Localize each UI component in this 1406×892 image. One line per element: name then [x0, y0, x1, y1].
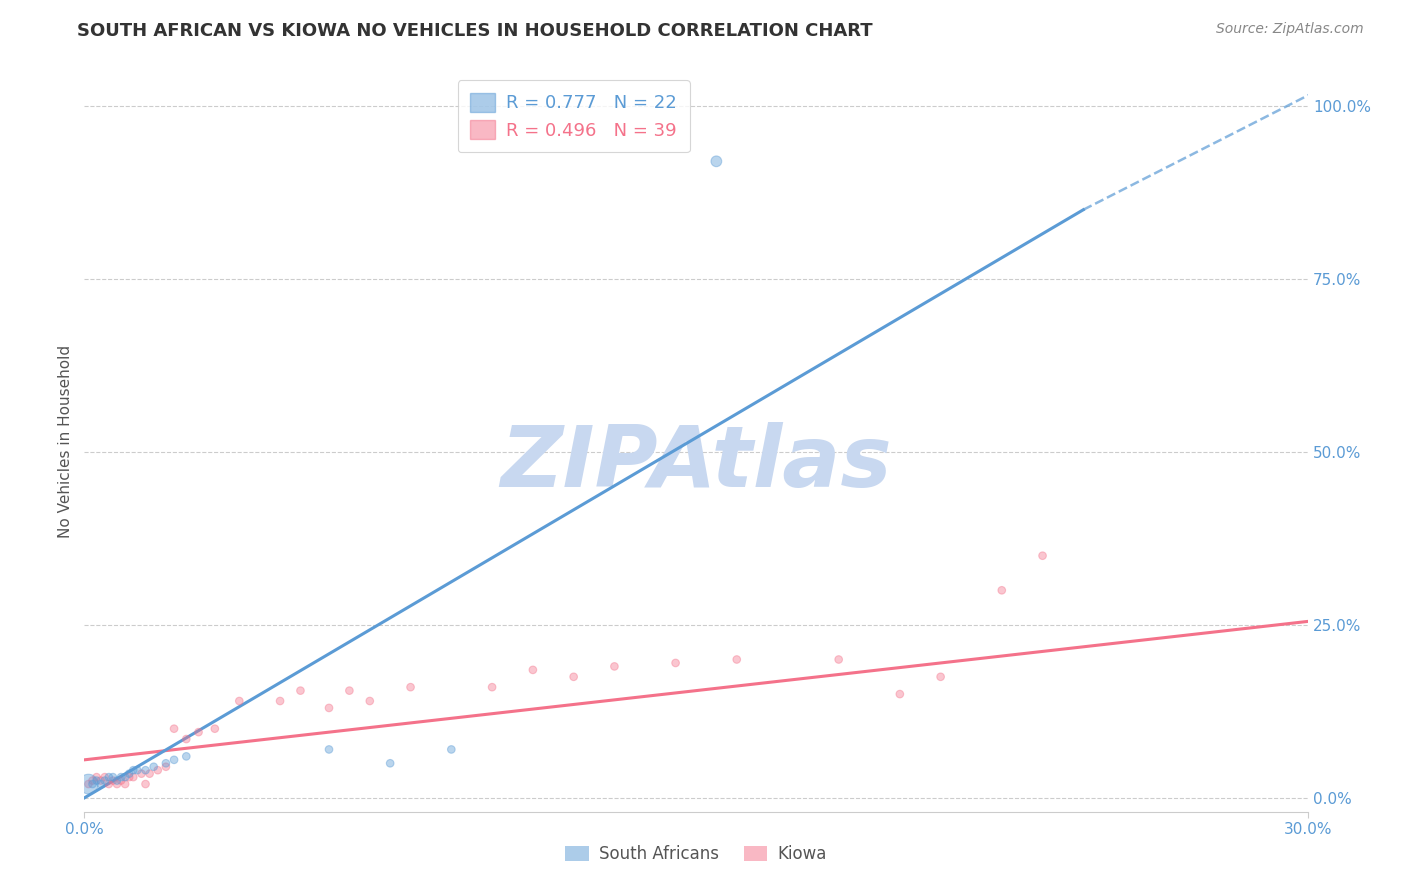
Point	[991, 583, 1014, 598]
Point	[90, 777, 112, 791]
Point	[86, 770, 108, 784]
Point	[90, 773, 112, 788]
Point	[706, 154, 728, 169]
Point	[380, 756, 402, 771]
Point	[163, 753, 186, 767]
Text: Source: ZipAtlas.com: Source: ZipAtlas.com	[1216, 22, 1364, 37]
Point	[97, 770, 120, 784]
Point	[399, 680, 422, 694]
Point	[562, 670, 585, 684]
Point	[77, 777, 100, 791]
Point	[174, 732, 197, 747]
Point	[155, 756, 177, 771]
Point	[77, 777, 100, 791]
Point	[359, 694, 381, 708]
Point	[481, 680, 503, 694]
Point	[318, 742, 340, 756]
Point	[127, 763, 149, 777]
Point	[105, 773, 128, 788]
Point	[86, 773, 108, 788]
Point	[163, 722, 186, 736]
Point	[1032, 549, 1054, 563]
Point	[114, 777, 136, 791]
Point	[82, 777, 104, 791]
Point	[142, 760, 165, 774]
Point	[187, 725, 209, 739]
Point	[228, 694, 250, 708]
Point	[138, 766, 160, 780]
Point	[725, 652, 748, 666]
Point	[93, 770, 115, 784]
Legend: South Africans, Kiowa: South Africans, Kiowa	[558, 838, 834, 870]
Point	[155, 760, 177, 774]
Point	[522, 663, 544, 677]
Point	[603, 659, 626, 673]
Point	[665, 656, 688, 670]
Point	[110, 773, 132, 788]
Text: SOUTH AFRICAN VS KIOWA NO VEHICLES IN HOUSEHOLD CORRELATION CHART: SOUTH AFRICAN VS KIOWA NO VEHICLES IN HO…	[77, 22, 873, 40]
Point	[97, 777, 120, 791]
Text: ZIPAtlas: ZIPAtlas	[501, 422, 891, 505]
Point	[135, 763, 157, 777]
Y-axis label: No Vehicles in Household: No Vehicles in Household	[58, 345, 73, 538]
Point	[118, 766, 141, 780]
Point	[339, 683, 361, 698]
Point	[93, 773, 115, 788]
Point	[269, 694, 291, 708]
Point	[204, 722, 226, 736]
Point	[828, 652, 851, 666]
Point	[122, 763, 145, 777]
Point	[174, 749, 197, 764]
Point	[122, 770, 145, 784]
Point	[110, 770, 132, 784]
Point	[440, 742, 463, 756]
Point	[135, 777, 157, 791]
Point	[118, 770, 141, 784]
Point	[290, 683, 312, 698]
Point	[101, 770, 124, 784]
Point	[101, 773, 124, 788]
Point	[105, 777, 128, 791]
Point	[889, 687, 911, 701]
Point	[929, 670, 952, 684]
Point	[146, 763, 169, 777]
Point	[318, 701, 340, 715]
Point	[82, 773, 104, 788]
Point	[131, 766, 153, 780]
Point	[114, 770, 136, 784]
